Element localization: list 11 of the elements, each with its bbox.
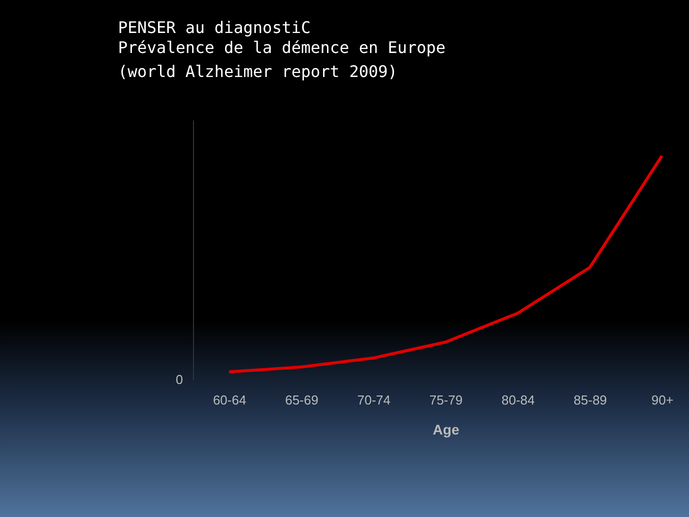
x-tick-label: 65-69 xyxy=(285,392,318,408)
x-axis-title: Age xyxy=(432,422,460,438)
x-tick-label: 85-89 xyxy=(574,392,607,408)
x-tick-label: 90+ xyxy=(651,392,674,408)
text: 0 xyxy=(176,372,183,387)
x-tick-label: 70-74 xyxy=(357,392,390,408)
chart-title: PENSER au diagnostiC xyxy=(118,18,311,37)
x-tick-label: 75-79 xyxy=(429,392,463,408)
x-tick-label: 60-64 xyxy=(212,392,246,408)
x-tick-label: 80-84 xyxy=(502,392,535,408)
chart-subtitle: Prévalence de la démence en Europe (world Alzheimer report 2009) xyxy=(118,38,446,81)
